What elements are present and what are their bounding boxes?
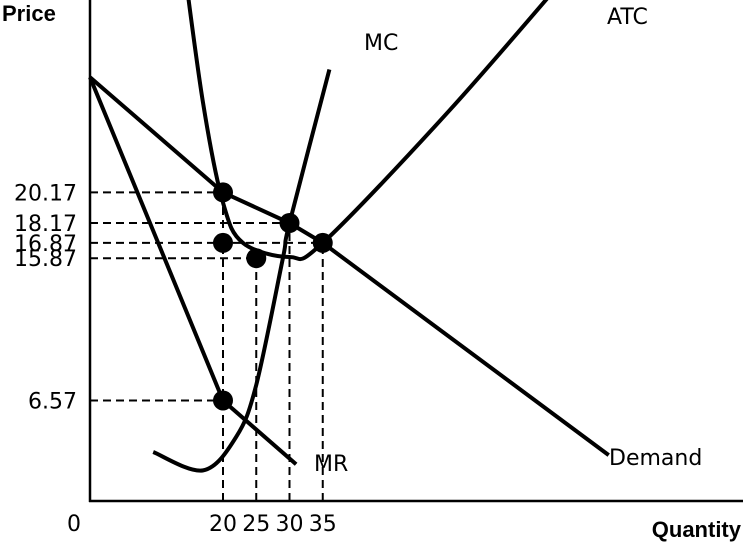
y-tick-15-87: 15.87 bbox=[14, 247, 77, 272]
origin-label: 0 bbox=[67, 512, 81, 537]
x-tick-35: 35 bbox=[309, 512, 337, 537]
label-mc: MC bbox=[364, 31, 398, 56]
point-20-20-17 bbox=[213, 182, 233, 203]
marked-points bbox=[213, 182, 333, 411]
x-axis-title: Quantity bbox=[652, 517, 742, 542]
series-mr bbox=[88, 76, 298, 466]
label-demand: Demand bbox=[609, 446, 702, 471]
series-atc bbox=[186, 0, 549, 262]
curve-labels: Demand MR MC ATC bbox=[314, 5, 702, 477]
x-tick-labels: 20 25 30 35 bbox=[209, 512, 337, 537]
y-tick-6-57: 6.57 bbox=[28, 389, 77, 414]
point-25-15-87 bbox=[246, 248, 267, 269]
label-atc: ATC bbox=[607, 5, 648, 30]
point-30-18-17 bbox=[279, 212, 300, 233]
point-35-16-87 bbox=[312, 232, 333, 253]
point-20-16-87 bbox=[213, 232, 233, 253]
curves bbox=[88, 0, 610, 473]
x-tick-30: 30 bbox=[276, 512, 304, 537]
y-axis-title: Price bbox=[2, 1, 56, 26]
guide-lines bbox=[90, 191, 324, 501]
y-tick-18-17: 18.17 bbox=[14, 212, 77, 237]
point-20-6-57 bbox=[213, 390, 233, 411]
x-tick-25: 25 bbox=[242, 512, 270, 537]
label-mr: MR bbox=[314, 452, 348, 477]
series-mc bbox=[152, 69, 332, 473]
y-tick-16-87: 16.87 bbox=[14, 232, 77, 257]
y-tick-20-17: 20.17 bbox=[14, 181, 77, 206]
x-tick-20: 20 bbox=[209, 512, 237, 537]
